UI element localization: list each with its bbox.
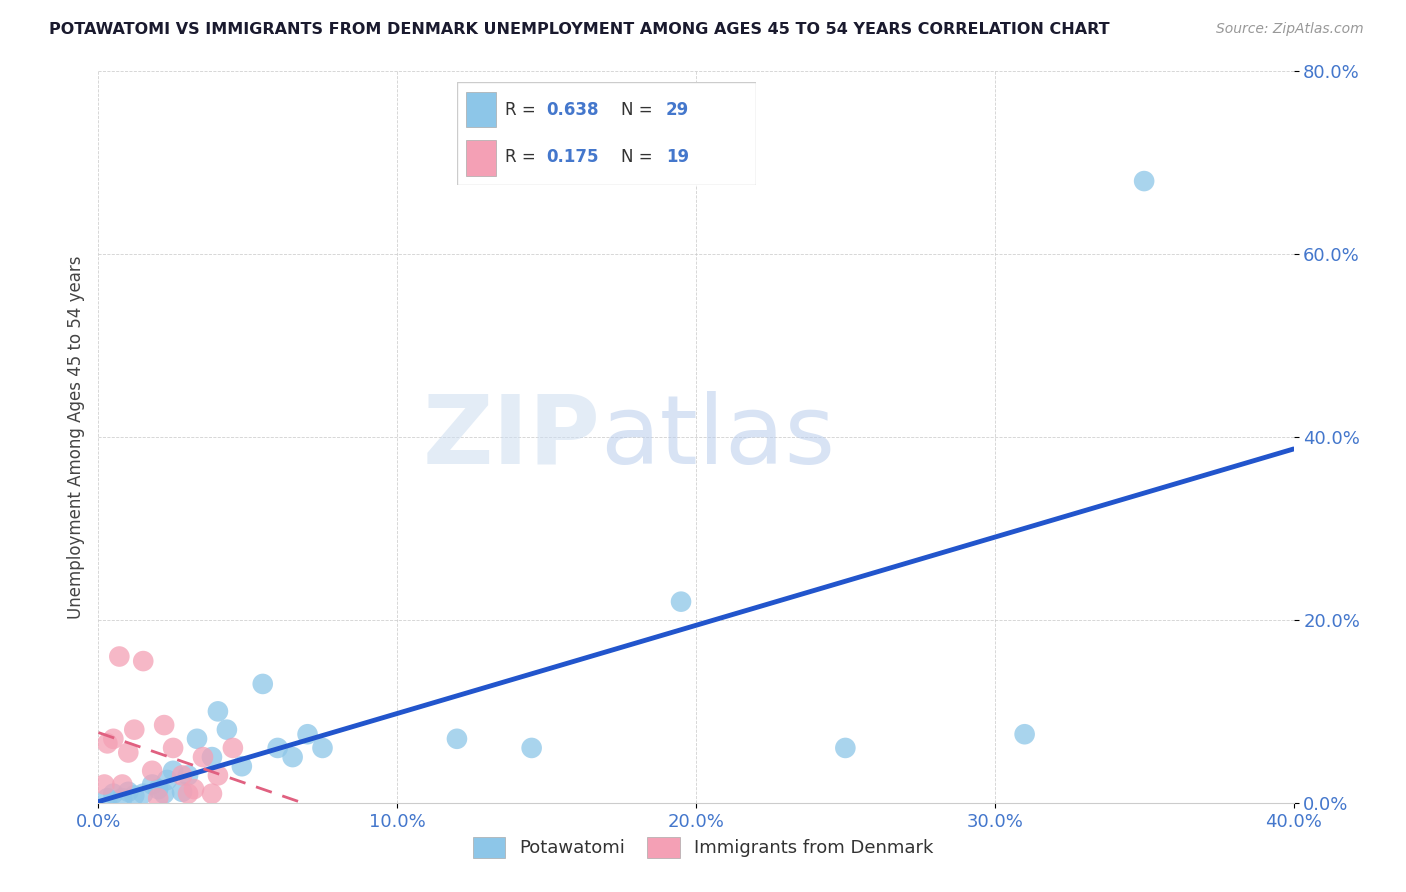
Point <box>215 723 238 737</box>
Point <box>311 740 333 755</box>
Point <box>207 768 229 782</box>
Point <box>186 731 208 746</box>
Point <box>267 740 290 755</box>
Point <box>148 791 170 805</box>
Text: POTAWATOMI VS IMMIGRANTS FROM DENMARK UNEMPLOYMENT AMONG AGES 45 TO 54 YEARS COR: POTAWATOMI VS IMMIGRANTS FROM DENMARK UN… <box>49 22 1109 37</box>
Point <box>172 768 194 782</box>
Point <box>207 705 229 719</box>
Point <box>117 785 139 799</box>
Point <box>297 727 319 741</box>
Point <box>669 594 692 608</box>
Point <box>201 750 224 764</box>
Point <box>252 677 274 691</box>
Point <box>520 740 543 755</box>
Point <box>124 789 146 803</box>
Point <box>124 723 146 737</box>
Point <box>96 736 118 750</box>
Point <box>153 718 176 732</box>
Point <box>1014 727 1036 741</box>
Point <box>177 768 200 782</box>
Point <box>111 778 134 792</box>
Point <box>96 791 118 805</box>
Y-axis label: Unemployment Among Ages 45 to 54 years: Unemployment Among Ages 45 to 54 years <box>66 255 84 619</box>
Point <box>141 778 163 792</box>
Point <box>108 649 131 664</box>
Point <box>153 787 176 801</box>
Text: atlas: atlas <box>600 391 835 483</box>
Point <box>103 731 125 746</box>
Point <box>93 778 115 792</box>
Point <box>132 654 155 668</box>
Point <box>446 731 468 746</box>
Point <box>111 791 134 805</box>
Point <box>281 750 304 764</box>
Point <box>222 740 245 755</box>
Point <box>231 759 253 773</box>
Text: ZIP: ZIP <box>422 391 600 483</box>
Point <box>834 740 856 755</box>
Point <box>117 746 139 760</box>
Point <box>148 782 170 797</box>
Point <box>177 787 200 801</box>
Text: Source: ZipAtlas.com: Source: ZipAtlas.com <box>1216 22 1364 37</box>
Point <box>172 785 194 799</box>
Point <box>162 764 184 778</box>
Point <box>162 740 184 755</box>
Point <box>156 772 179 787</box>
Point <box>141 764 163 778</box>
Point <box>201 787 224 801</box>
Legend: Potawatomi, Immigrants from Denmark: Potawatomi, Immigrants from Denmark <box>465 830 941 865</box>
Point <box>191 750 214 764</box>
Point <box>183 782 205 797</box>
Point <box>1133 174 1156 188</box>
Point <box>132 787 155 801</box>
Point <box>103 787 125 801</box>
